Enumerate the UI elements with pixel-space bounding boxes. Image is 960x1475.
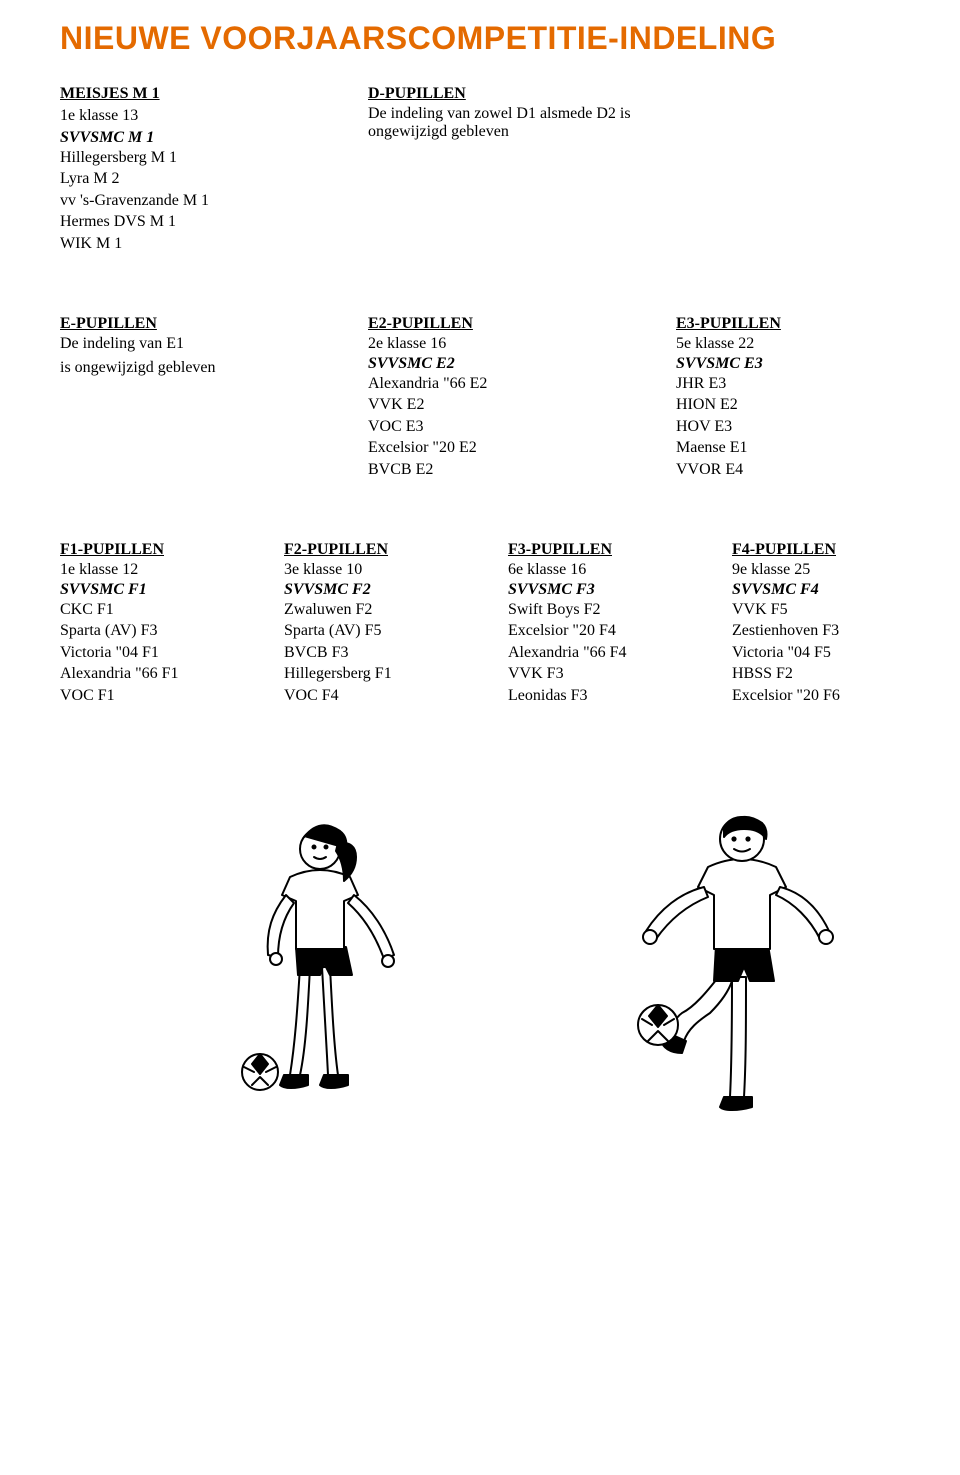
sub-f2: 3e klasse 10 xyxy=(284,561,494,579)
sub-meisjes: 1e klasse 13 xyxy=(60,105,354,127)
sub-text: 1e klasse 13 xyxy=(60,107,138,124)
note-e: is ongewijzigd gebleven xyxy=(60,359,354,377)
team-item: VVK F3 xyxy=(508,663,718,685)
lead-e3: SVVSMC E3 xyxy=(676,355,928,373)
team-item: VOC F1 xyxy=(60,685,270,707)
note-dpupillen: De indeling van zowel D1 alsmede D2 is o… xyxy=(368,105,662,141)
heading-f1: F1-PUPILLEN xyxy=(60,541,270,559)
heading-dpupillen: D-PUPILLEN xyxy=(368,85,662,103)
teams-f4: VVK F5 Zestienhoven F3 Victoria "04 F5 H… xyxy=(732,599,942,707)
team-item: Victoria "04 F1 xyxy=(60,642,270,664)
section-row-2: E-PUPILLEN De indeling van E1 is ongewij… xyxy=(60,315,900,481)
section-row-1: MEISJES M 1 1e klasse 13 SVVSMC M 1 Hill… xyxy=(60,85,900,255)
team-item: Excelsior "20 F4 xyxy=(508,620,718,642)
team-item: Lyra M 2 xyxy=(60,168,354,190)
col-e3: E3-PUPILLEN 5e klasse 22 SVVSMC E3 JHR E… xyxy=(676,315,942,481)
team-item: Zestienhoven F3 xyxy=(732,620,942,642)
page-title: NIEUWE VOORJAARSCOMPETITIE-INDELING xyxy=(60,20,900,57)
teams-f1: CKC F1 Sparta (AV) F3 Victoria "04 F1 Al… xyxy=(60,599,270,707)
heading-meisjes: MEISJES M 1 xyxy=(60,85,354,103)
lead-meisjes: SVVSMC M 1 xyxy=(60,129,354,147)
team-item: Alexandria "66 F1 xyxy=(60,663,270,685)
teams-e2: Alexandria "66 E2 VVK E2 VOC E3 Excelsio… xyxy=(368,373,662,481)
col-f3: F3-PUPILLEN 6e klasse 16 SVVSMC F3 Swift… xyxy=(508,541,732,707)
heading-e3: E3-PUPILLEN xyxy=(676,315,928,333)
team-item: HOV E3 xyxy=(676,416,928,438)
sub-e3: 5e klasse 22 xyxy=(676,335,928,353)
team-item: Alexandria "66 F4 xyxy=(508,642,718,664)
team-item: VVK F5 xyxy=(732,599,942,621)
col-meisjes: MEISJES M 1 1e klasse 13 SVVSMC M 1 Hill… xyxy=(60,85,368,255)
team-item: WIK M 1 xyxy=(60,233,354,255)
team-item: HION E2 xyxy=(676,394,928,416)
team-item: Excelsior "20 E2 xyxy=(368,437,662,459)
heading-e2: E2-PUPILLEN xyxy=(368,315,662,333)
teams-meisjes: Hillegersberg M 1 Lyra M 2 vv 's-Gravenz… xyxy=(60,147,354,255)
heading-f4: F4-PUPILLEN xyxy=(732,541,942,559)
col-e: E-PUPILLEN De indeling van E1 is ongewij… xyxy=(60,315,368,481)
col-e2: E2-PUPILLEN 2e klasse 16 SVVSMC E2 Alexa… xyxy=(368,315,676,481)
heading-f2: F2-PUPILLEN xyxy=(284,541,494,559)
team-item: vv 's-Gravenzande M 1 xyxy=(60,190,354,212)
heading-e: E-PUPILLEN xyxy=(60,315,354,333)
team-item: Maense E1 xyxy=(676,437,928,459)
lead-f3: SVVSMC F3 xyxy=(508,581,718,599)
lead-f4: SVVSMC F4 xyxy=(732,581,942,599)
teams-f2: Zwaluwen F2 Sparta (AV) F5 BVCB F3 Hille… xyxy=(284,599,494,707)
female-player-icon xyxy=(230,797,410,1097)
lead-f1: SVVSMC F1 xyxy=(60,581,270,599)
team-item: VOC F4 xyxy=(284,685,494,707)
team-item: VOC E3 xyxy=(368,416,662,438)
sub-f1: 1e klasse 12 xyxy=(60,561,270,579)
col-f2: F2-PUPILLEN 3e klasse 10 SVVSMC F2 Zwalu… xyxy=(284,541,508,707)
sub-e: De indeling van E1 xyxy=(60,335,354,353)
sub-e2: 2e klasse 16 xyxy=(368,335,662,353)
illustration-row xyxy=(60,767,900,1117)
team-item: Hillegersberg M 1 xyxy=(60,147,354,169)
team-item: HBSS F2 xyxy=(732,663,942,685)
sub-line: 1e klasse 13 xyxy=(60,105,354,127)
col-f4: F4-PUPILLEN 9e klasse 25 SVVSMC F4 VVK F… xyxy=(732,541,956,707)
col-empty-1 xyxy=(676,85,942,255)
team-item: Zwaluwen F2 xyxy=(284,599,494,621)
team-item: Leonidas F3 xyxy=(508,685,718,707)
team-item: BVCB E2 xyxy=(368,459,662,481)
male-player-icon xyxy=(620,797,840,1117)
team-item: VVOR E4 xyxy=(676,459,928,481)
col-f1: F1-PUPILLEN 1e klasse 12 SVVSMC F1 CKC F… xyxy=(60,541,284,707)
lead-e2: SVVSMC E2 xyxy=(368,355,662,373)
sub-f3: 6e klasse 16 xyxy=(508,561,718,579)
heading-f3: F3-PUPILLEN xyxy=(508,541,718,559)
col-dpupillen: D-PUPILLEN De indeling van zowel D1 alsm… xyxy=(368,85,676,255)
document-page: NIEUWE VOORJAARSCOMPETITIE-INDELING MEIS… xyxy=(0,0,960,1157)
team-item: Excelsior "20 F6 xyxy=(732,685,942,707)
team-item: Swift Boys F2 xyxy=(508,599,718,621)
team-item: Sparta (AV) F3 xyxy=(60,620,270,642)
team-item: VVK E2 xyxy=(368,394,662,416)
teams-e3: JHR E3 HION E2 HOV E3 Maense E1 VVOR E4 xyxy=(676,373,928,481)
team-item: Sparta (AV) F5 xyxy=(284,620,494,642)
team-item: JHR E3 xyxy=(676,373,928,395)
team-item: BVCB F3 xyxy=(284,642,494,664)
team-item: Alexandria "66 E2 xyxy=(368,373,662,395)
sub-f4: 9e klasse 25 xyxy=(732,561,942,579)
team-item: Hermes DVS M 1 xyxy=(60,211,354,233)
team-item: Victoria "04 F5 xyxy=(732,642,942,664)
section-row-3: F1-PUPILLEN 1e klasse 12 SVVSMC F1 CKC F… xyxy=(60,541,900,707)
lead-f2: SVVSMC F2 xyxy=(284,581,494,599)
team-item: Hillegersberg F1 xyxy=(284,663,494,685)
team-item: CKC F1 xyxy=(60,599,270,621)
teams-f3: Swift Boys F2 Excelsior "20 F4 Alexandri… xyxy=(508,599,718,707)
